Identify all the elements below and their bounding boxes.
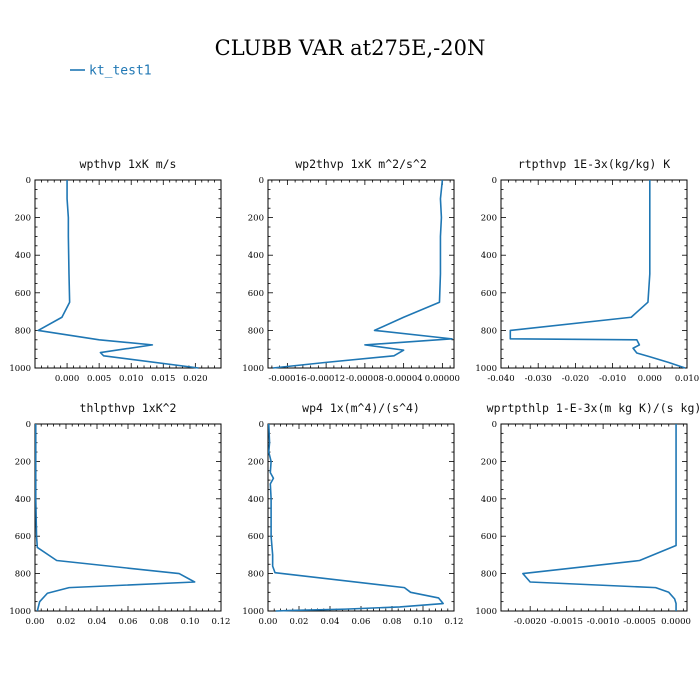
series-line — [272, 179, 453, 369]
panel-title: wpthvp 1xK m/s — [80, 157, 177, 171]
y-tick-label: 1000 — [475, 607, 497, 617]
x-tick-label: -0.0015 — [550, 617, 583, 627]
y-tick-label: 1000 — [242, 364, 264, 374]
y-tick-label: 1000 — [242, 607, 264, 617]
series-line — [522, 424, 677, 611]
chart-panel: rtpthvp 1E-3x(kg/kg) K02004006008001000-… — [475, 157, 699, 384]
y-tick-label: 400 — [481, 251, 497, 261]
series-line — [267, 423, 444, 612]
y-tick-label: 600 — [481, 532, 497, 542]
y-tick-label: 800 — [481, 570, 497, 580]
x-tick-label: 0.04 — [88, 617, 107, 627]
y-tick-label: 800 — [15, 326, 31, 336]
x-tick-label: 0.06 — [352, 617, 371, 627]
y-tick-label: 600 — [15, 289, 31, 299]
legend-label: kt_test1 — [89, 64, 152, 79]
y-tick-label: 800 — [481, 326, 497, 336]
y-tick-label: 200 — [481, 457, 497, 467]
x-tick-label: 0.08 — [383, 617, 402, 627]
figure-title: CLUBB VAR at275E,-20N — [215, 36, 486, 60]
x-tick-label: 0.04 — [321, 617, 340, 627]
chart-panel: wprtpthlp 1-E-3x(m kg K)/(s kg) 0 200 400 60… — [475, 401, 700, 627]
series-line — [34, 424, 196, 612]
y-tick-label: 0 — [26, 176, 31, 186]
y-tick-label: 600 — [481, 289, 497, 299]
x-tick-label: -0.0010 — [587, 617, 620, 627]
y-tick-label: 200 — [248, 214, 264, 224]
x-tick-label: 0.10 — [181, 617, 200, 627]
y-tick-label: 400 — [15, 495, 31, 505]
chart-panel: wpthvp 1xK m/s 0 200 400 600 800 1000 0.000 0.00… — [9, 157, 222, 384]
y-tick-label: 200 — [15, 457, 31, 467]
x-tick-label: 0.02 — [290, 617, 309, 627]
x-tick-label: -0.010 — [599, 374, 626, 384]
panel-title: rtpthvp 1E-3x(kg/kg) K — [518, 157, 670, 171]
y-tick-label: 200 — [15, 214, 31, 224]
x-tick-label: 0.12 — [445, 617, 464, 627]
x-tick-label: -0.040 — [487, 374, 514, 384]
series-line — [37, 180, 199, 369]
x-tick-label: 0.00 — [26, 617, 45, 627]
y-tick-label: 1000 — [9, 607, 31, 617]
x-tick-label: 0.010 — [675, 374, 699, 384]
x-tick-label: 0.06 — [119, 617, 138, 627]
x-tick-label: 0.005 — [87, 374, 111, 384]
x-tick-label: -0.00016 — [268, 374, 306, 384]
x-tick-label: 0.12 — [212, 617, 231, 627]
x-tick-label: 0.000 — [638, 374, 662, 384]
panel-title: wp4 1x(m^4)/(s^4) — [302, 401, 420, 415]
y-tick-label: 400 — [248, 495, 264, 505]
x-tick-label: -0.020 — [562, 374, 589, 384]
y-tick-label: 1000 — [9, 364, 31, 374]
y-tick-label: 400 — [481, 495, 497, 505]
y-tick-label: 800 — [15, 570, 31, 580]
chart-panel: wp2thvp 1xK m^2/s^2 0 200 400 600 800 1000 -0.0… — [242, 157, 460, 384]
x-tick-label: 0.015 — [151, 374, 175, 384]
y-tick-label: 200 — [481, 214, 497, 224]
panel-title: wp2thvp 1xK m^2/s^2 — [295, 157, 427, 171]
x-tick-label: 0.010 — [119, 374, 143, 384]
x-tick-label: -0.00004 — [385, 374, 423, 384]
panel-title: thlpthvp 1xK^2 — [80, 401, 177, 415]
y-tick-label: 600 — [248, 289, 264, 299]
x-tick-label: 0.0000 — [661, 617, 691, 627]
x-tick-label: 0.08 — [150, 617, 169, 627]
x-tick-label: -0.00008 — [346, 374, 384, 384]
x-tick-label: 0.000 — [55, 374, 79, 384]
y-tick-label: 600 — [15, 532, 31, 542]
y-tick-label: 400 — [248, 251, 264, 261]
y-tick-label: 600 — [248, 532, 264, 542]
y-tick-label: 0 — [492, 420, 497, 430]
y-tick-label: 0 — [492, 176, 497, 186]
y-tick-label: 800 — [248, 570, 264, 580]
x-tick-label: -0.0020 — [514, 617, 547, 627]
y-tick-label: 1000 — [475, 364, 497, 374]
y-tick-label: 800 — [248, 326, 264, 336]
x-tick-label: -0.0005 — [623, 617, 656, 627]
x-tick-label: 0.10 — [414, 617, 433, 627]
y-tick-label: 0 — [259, 176, 264, 186]
x-tick-label: 0.00000 — [425, 374, 460, 384]
y-tick-label: 0 — [259, 420, 264, 430]
y-tick-label: 0 — [26, 420, 31, 430]
series-line — [509, 180, 686, 369]
x-tick-label: 0.00 — [259, 617, 278, 627]
x-tick-label: 0.02 — [57, 617, 76, 627]
panel-title: wprtpthlp 1-E-3x(m kg K)/(s kg) — [487, 401, 700, 415]
x-tick-label: 0.020 — [183, 374, 207, 384]
x-tick-label: -0.00012 — [307, 374, 345, 384]
y-tick-label: 400 — [15, 251, 31, 261]
y-tick-label: 200 — [248, 457, 264, 467]
x-tick-label: -0.030 — [525, 374, 552, 384]
